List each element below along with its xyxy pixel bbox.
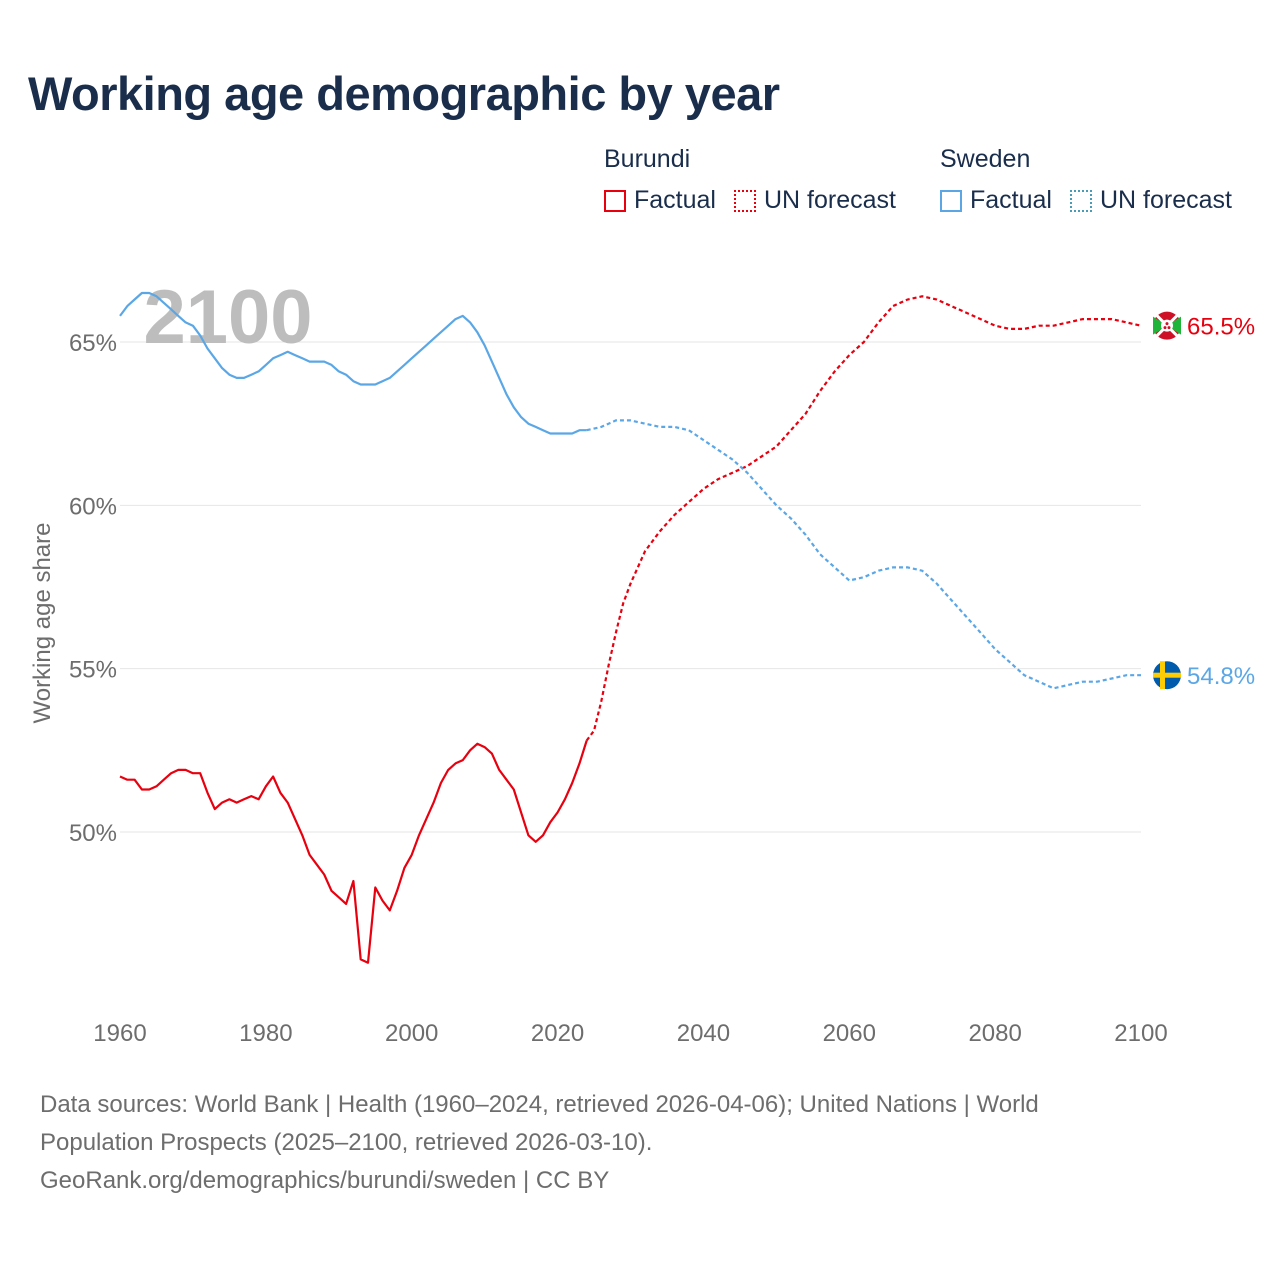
legend-burundi-forecast[interactable]: UN forecast bbox=[733, 186, 896, 215]
x-tick-label: 2000 bbox=[385, 1020, 438, 1047]
x-tick-label: 2020 bbox=[531, 1020, 584, 1047]
burundi-factual-swatch bbox=[604, 189, 626, 212]
burundi-forecast-line[interactable] bbox=[585, 295, 1142, 742]
legend-sweden-forecast[interactable]: UN forecast bbox=[1069, 186, 1232, 215]
burundi-forecast-swatch bbox=[733, 189, 756, 212]
legend-sweden-forecast-label: UN forecast bbox=[1099, 186, 1232, 214]
legend-burundi-factual[interactable]: Factual bbox=[604, 186, 716, 215]
sweden-forecast-swatch bbox=[1069, 189, 1092, 212]
legend-country-sweden: Sweden bbox=[940, 145, 1031, 173]
footer-source-line-2: Population Prospects (2025–2100, retriev… bbox=[40, 1129, 653, 1156]
sweden-end-label: 54.8% bbox=[1187, 663, 1255, 690]
y-axis-label: Working age share bbox=[29, 523, 56, 724]
sweden-factual-swatch bbox=[940, 189, 962, 212]
burundi-factual-line[interactable] bbox=[119, 740, 588, 964]
legend-group-sweden: Sweden Factual UN forecast bbox=[940, 145, 1232, 215]
chart-area: 2100 Working age share 50% 55% 60% 65% 1960 1… bbox=[29, 275, 1255, 1047]
year-watermark: 2100 bbox=[143, 275, 312, 360]
sweden-flag-icon bbox=[1153, 661, 1181, 690]
x-tick-label: 1980 bbox=[239, 1020, 292, 1047]
sweden-forecast-line[interactable] bbox=[586, 419, 1141, 690]
y-tick-label: 50% bbox=[69, 820, 117, 847]
x-tick-label: 2080 bbox=[968, 1020, 1021, 1047]
sweden-factual-line[interactable] bbox=[119, 291, 587, 435]
chart-title: Working age demographic by year bbox=[28, 67, 780, 120]
legend-group-burundi: Burundi Factual UN forecast bbox=[604, 145, 914, 215]
footer-attribution[interactable]: GeoRank.org/demographics/burundi/sweden … bbox=[40, 1167, 610, 1194]
x-tick-label: 2060 bbox=[823, 1020, 876, 1047]
x-tick-label: 2100 bbox=[1114, 1020, 1167, 1047]
burundi-end-label: 65.5% bbox=[1187, 314, 1255, 341]
footer-source-line-1: Data sources: World Bank | Health (1960–… bbox=[40, 1091, 1039, 1118]
legend-sweden-factual-label: Factual bbox=[970, 186, 1052, 214]
footer: Data sources: World Bank | Health (1960–… bbox=[40, 1086, 1240, 1200]
legend-burundi-factual-label: Factual bbox=[634, 186, 716, 214]
y-tick-label: 60% bbox=[69, 493, 117, 520]
legend-sweden-factual[interactable]: Factual bbox=[940, 186, 1052, 215]
legend-country-burundi: Burundi bbox=[604, 145, 691, 173]
y-tick-label: 65% bbox=[69, 330, 117, 357]
burundi-flag-icon bbox=[1153, 311, 1181, 340]
x-tick-label: 2040 bbox=[677, 1020, 730, 1047]
x-tick-label: 1960 bbox=[93, 1020, 146, 1047]
legend-burundi-forecast-label: UN forecast bbox=[763, 186, 896, 214]
y-tick-label: 55% bbox=[69, 657, 117, 684]
